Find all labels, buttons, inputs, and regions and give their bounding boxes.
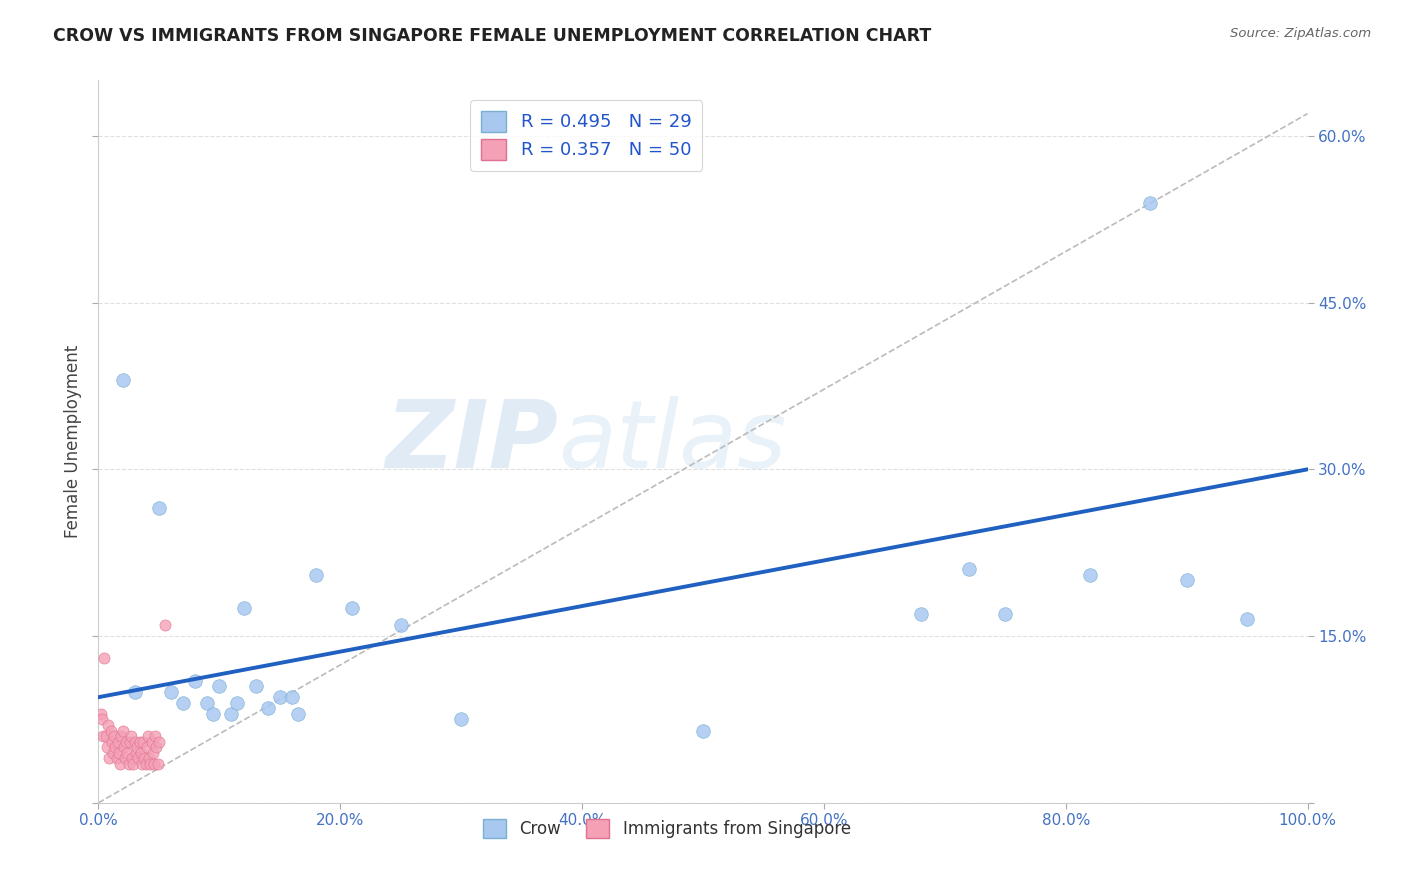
Y-axis label: Female Unemployment: Female Unemployment: [63, 345, 82, 538]
Point: [96, 740, 118, 755]
Point: [1078, 568, 1101, 582]
Point: [269, 690, 291, 705]
Point: [135, 740, 157, 755]
Point: [994, 607, 1017, 621]
Point: [127, 751, 149, 765]
Point: [184, 673, 207, 688]
Point: [139, 756, 162, 771]
Point: [101, 746, 124, 760]
Point: [1175, 574, 1198, 588]
Point: [131, 756, 153, 771]
Point: [148, 734, 170, 748]
Point: [100, 723, 122, 738]
Point: [145, 740, 167, 755]
Text: CROW VS IMMIGRANTS FROM SINGAPORE FEMALE UNEMPLOYMENT CORRELATION CHART: CROW VS IMMIGRANTS FROM SINGAPORE FEMALE…: [53, 27, 932, 45]
Point: [135, 756, 157, 771]
Point: [108, 756, 131, 771]
Point: [143, 729, 166, 743]
Point: [287, 706, 309, 721]
Point: [389, 618, 412, 632]
Point: [124, 684, 146, 698]
Point: [305, 568, 328, 582]
Point: [90, 706, 112, 721]
Point: [281, 690, 304, 705]
Point: [172, 696, 194, 710]
Point: [94, 729, 117, 743]
Point: [142, 746, 165, 760]
Point: [232, 601, 254, 615]
Point: [115, 734, 138, 748]
Point: [98, 751, 121, 765]
Point: [148, 501, 170, 516]
Point: [104, 740, 127, 755]
Point: [125, 746, 148, 760]
Point: [112, 740, 135, 755]
Point: [121, 751, 143, 765]
Point: [117, 746, 139, 760]
Point: [957, 562, 980, 576]
Point: [143, 756, 166, 771]
Point: [342, 601, 364, 615]
Point: [122, 756, 145, 771]
Point: [138, 751, 160, 765]
Point: [1236, 612, 1258, 626]
Point: [105, 751, 128, 765]
Point: [124, 734, 146, 748]
Point: [118, 734, 141, 748]
Point: [141, 734, 163, 748]
Point: [1139, 195, 1161, 210]
Point: [100, 734, 122, 748]
Text: Source: ZipAtlas.com: Source: ZipAtlas.com: [1230, 27, 1371, 40]
Point: [910, 607, 932, 621]
Point: [111, 723, 134, 738]
Point: [245, 679, 267, 693]
Point: [146, 756, 169, 771]
Point: [93, 651, 115, 665]
Point: [195, 696, 218, 710]
Point: [136, 729, 159, 743]
Text: ZIP: ZIP: [385, 395, 558, 488]
Point: [202, 706, 225, 721]
Legend: Crow, Immigrants from Singapore: Crow, Immigrants from Singapore: [477, 813, 858, 845]
Point: [160, 684, 183, 698]
Point: [127, 740, 149, 755]
Point: [110, 729, 132, 743]
Point: [128, 734, 150, 748]
Point: [134, 751, 156, 765]
Point: [226, 696, 249, 710]
Point: [91, 729, 114, 743]
Point: [108, 746, 131, 760]
Point: [118, 756, 141, 771]
Point: [111, 373, 134, 387]
Point: [114, 751, 136, 765]
Point: [153, 618, 176, 632]
Point: [132, 734, 155, 748]
Point: [120, 729, 142, 743]
Point: [91, 713, 114, 727]
Point: [208, 679, 231, 693]
Point: [221, 706, 243, 721]
Point: [256, 701, 278, 715]
Point: [450, 713, 472, 727]
Point: [107, 734, 129, 748]
Point: [97, 718, 120, 732]
Point: [692, 723, 714, 738]
Text: atlas: atlas: [558, 396, 786, 487]
Point: [103, 729, 125, 743]
Point: [129, 746, 152, 760]
